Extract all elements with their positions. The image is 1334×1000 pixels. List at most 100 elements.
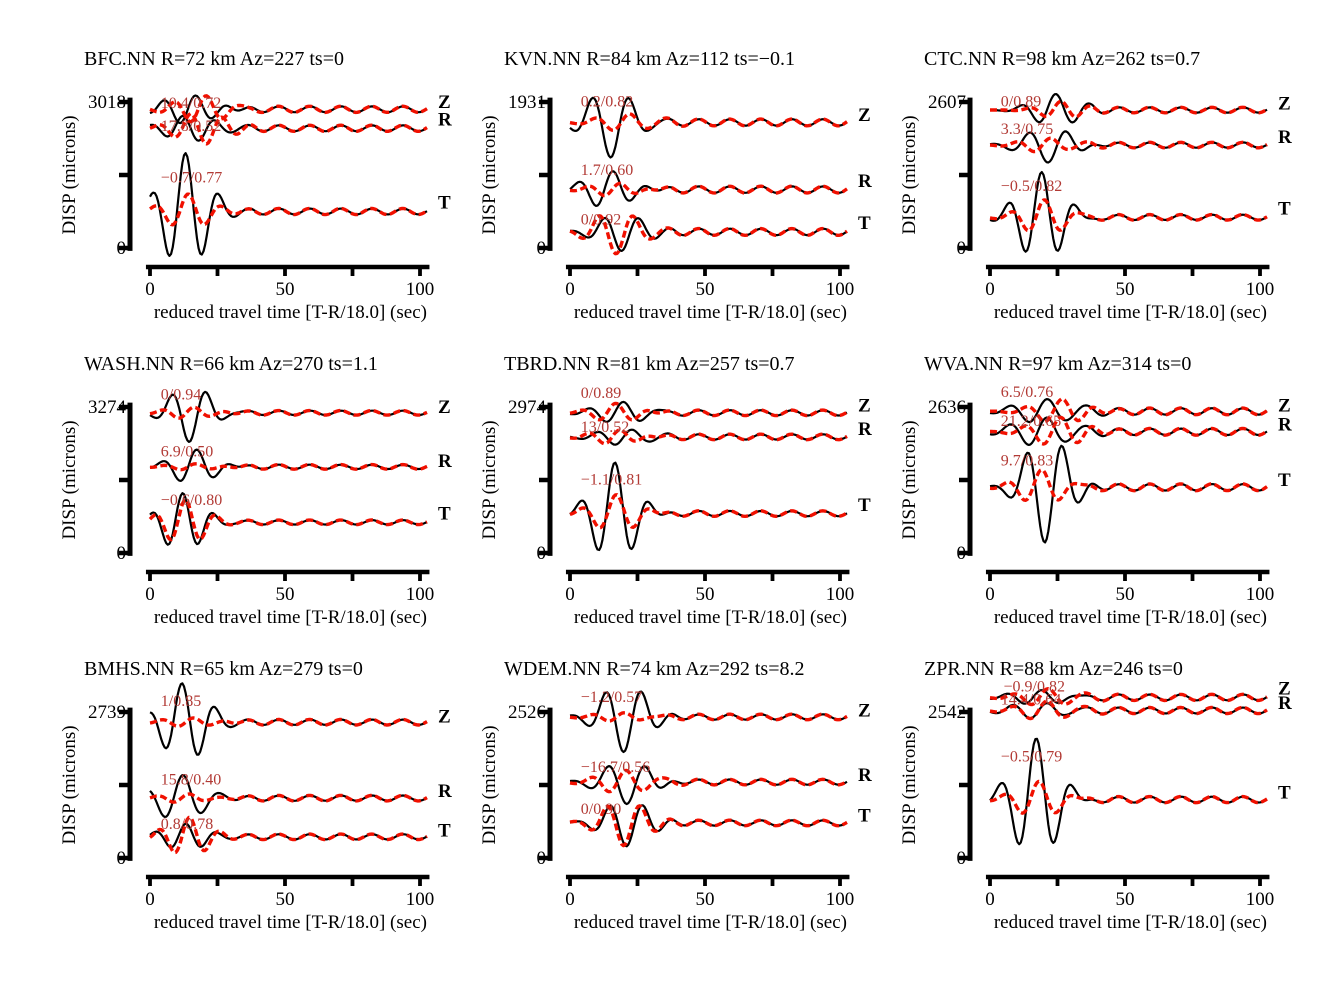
component-label-T: T (858, 213, 871, 234)
x-axis-label: reduced travel time [T-R/18.0] (sec) (154, 912, 427, 933)
fit-annotation-R: 13/0.52 (581, 419, 629, 436)
y-max-label: 2607 (928, 92, 966, 113)
x-axis-label: reduced travel time [T-R/18.0] (sec) (994, 302, 1267, 323)
seismogram-panel-TBRD.NN: TBRD.NN R=81 km Az=257 ts=0.7 2974 0 DISP (… (479, 350, 900, 640)
y-max-label: 2526 (508, 702, 546, 723)
x-tick-label: 0 (985, 584, 995, 605)
seismogram-panel-BFC.NN: BFC.NN R=72 km Az=227 ts=0 3018 0 DISP (mic… (59, 45, 480, 335)
y-zero-label: 0 (537, 848, 547, 869)
component-label-R: R (1278, 127, 1292, 148)
y-axis-label: DISP (microns) (480, 115, 500, 234)
fit-annotation-Z: 6.5/0.76 (1001, 384, 1053, 401)
component-label-R: R (438, 781, 452, 802)
x-tick-label: 0 (145, 584, 155, 605)
panel-plot: BMHS.NN R=65 km Az=279 ts=0 2739 0 DISP (mi… (59, 658, 452, 933)
x-tick-label: 50 (276, 889, 295, 910)
x-tick-label: 100 (406, 584, 435, 605)
fit-annotation-R: 14.4/0.64 (1001, 692, 1061, 709)
fit-annotation-Z: −1.2/0.57 (581, 689, 642, 706)
synthetic-trace-R (149, 792, 428, 804)
fit-annotation-Z: 10.4/0.72 (161, 95, 221, 112)
fit-annotation-Z: −0.9/0.82 (1004, 679, 1065, 696)
fit-annotation-R: 1.7/0.60 (581, 162, 633, 179)
panel-plot: KVN.NN R=84 km Az=112 ts=−0.1 1931 0 DISP (… (479, 48, 872, 323)
fit-annotation-T: −1.1/0.81 (581, 471, 642, 488)
panel-title: TBRD.NN R=81 km Az=257 ts=0.7 (504, 353, 795, 375)
panel-plot: WDEM.NN R=74 km Az=292 ts=8.2 2526 0 DISP (… (479, 658, 872, 933)
component-label-T: T (858, 495, 871, 516)
x-tick-label: 100 (826, 584, 855, 605)
seismogram-panel-ZPR.NN: ZPR.NN R=88 km Az=246 ts=0 2542 0 DISP (mic… (899, 655, 1320, 945)
synthetic-trace-Z (569, 401, 848, 422)
seismogram-panel-WASH.NN: WASH.NN R=66 km Az=270 ts=1.1 3274 0 DISP (… (59, 350, 480, 640)
fit-annotation-R: 17.8/0.52 (161, 118, 221, 135)
x-tick-label: 0 (145, 889, 155, 910)
x-axis-label: reduced travel time [T-R/18.0] (sec) (154, 607, 427, 628)
y-axis-label: DISP (microns) (480, 420, 500, 539)
x-tick-label: 100 (1246, 584, 1275, 605)
y-axis-label: DISP (microns) (60, 725, 80, 844)
fit-annotation-R: 3.3/0.75 (1001, 121, 1053, 138)
y-zero-label: 0 (117, 238, 127, 259)
y-max-label: 2636 (928, 397, 966, 418)
x-axis-label: reduced travel time [T-R/18.0] (sec) (574, 607, 847, 628)
panel-title: BFC.NN R=72 km Az=227 ts=0 (84, 48, 344, 70)
component-label-R: R (858, 765, 872, 786)
panel-plot: TBRD.NN R=81 km Az=257 ts=0.7 2974 0 DISP (… (479, 353, 872, 628)
x-tick-label: 0 (565, 889, 575, 910)
fit-annotation-Z: 0/0.89 (581, 385, 621, 402)
observed-trace-T (989, 444, 1268, 544)
component-label-Z: Z (858, 105, 871, 126)
component-label-Z: Z (1278, 679, 1291, 700)
x-tick-label: 50 (696, 584, 715, 605)
synthetic-trace-R (989, 136, 1268, 154)
y-max-label: 1931 (508, 92, 546, 113)
synthetic-trace-R (989, 415, 1268, 446)
x-axis-label: reduced travel time [T-R/18.0] (sec) (994, 607, 1267, 628)
y-zero-label: 0 (537, 238, 547, 259)
synthetic-trace-R (569, 428, 848, 446)
y-axis-label: DISP (microns) (60, 115, 80, 234)
fit-annotation-T: −0.5/0.79 (1001, 749, 1062, 766)
component-label-Z: Z (438, 706, 451, 727)
x-tick-label: 50 (1116, 584, 1135, 605)
synthetic-trace-T (569, 493, 848, 530)
x-tick-label: 100 (1246, 889, 1275, 910)
synthetic-trace-R (149, 462, 428, 472)
seismogram-panel-BMHS.NN: BMHS.NN R=65 km Az=279 ts=0 2739 0 DISP (mi… (59, 655, 480, 945)
panel-plot: WVA.NN R=97 km Az=314 ts=0 2636 0 DISP (mic… (899, 353, 1292, 628)
y-axis-label: DISP (microns) (480, 725, 500, 844)
y-zero-label: 0 (537, 543, 547, 564)
synthetic-trace-Z (989, 99, 1268, 119)
y-max-label: 2974 (508, 397, 547, 418)
component-label-Z: Z (438, 92, 451, 113)
y-axis-label: DISP (microns) (900, 420, 920, 539)
component-label-T: T (858, 806, 871, 827)
component-label-Z: Z (438, 397, 451, 418)
panel-title: WDEM.NN R=74 km Az=292 ts=8.2 (504, 658, 805, 680)
x-tick-label: 0 (985, 889, 995, 910)
component-label-Z: Z (1278, 396, 1291, 417)
x-axis-label: reduced travel time [T-R/18.0] (sec) (994, 912, 1267, 933)
component-label-R: R (438, 451, 452, 472)
y-zero-label: 0 (957, 848, 967, 869)
fit-annotation-R: 15.8/0.40 (161, 771, 221, 788)
component-label-T: T (1278, 199, 1291, 220)
fit-annotation-T: 0/0.92 (581, 212, 621, 229)
seismogram-panel-WDEM.NN: WDEM.NN R=74 km Az=292 ts=8.2 2526 0 DISP (… (479, 655, 900, 945)
fit-annotation-Z: 0.2/0.82 (581, 93, 633, 110)
synthetic-trace-Z (989, 687, 1268, 707)
x-tick-label: 100 (406, 279, 435, 300)
panel-title: ZPR.NN R=88 km Az=246 ts=0 (924, 658, 1183, 680)
fit-annotation-Z: 0/0.94 (161, 387, 201, 404)
fit-annotation-T: −0.5/0.82 (1001, 178, 1062, 195)
fit-annotation-R: 6.9/0.50 (161, 444, 213, 461)
panel-plot: CTC.NN R=98 km Az=262 ts=0.7 2607 0 DISP (m… (899, 48, 1292, 323)
panel-title: BMHS.NN R=65 km Az=279 ts=0 (84, 658, 363, 680)
y-axis-label: DISP (microns) (60, 420, 80, 539)
x-axis-label: reduced travel time [T-R/18.0] (sec) (574, 912, 847, 933)
fit-annotation-T: 9.7/0.83 (1001, 452, 1053, 469)
seismogram-panel-WVA.NN: WVA.NN R=97 km Az=314 ts=0 2636 0 DISP (mic… (899, 350, 1320, 640)
panel-title: CTC.NN R=98 km Az=262 ts=0.7 (924, 48, 1200, 70)
